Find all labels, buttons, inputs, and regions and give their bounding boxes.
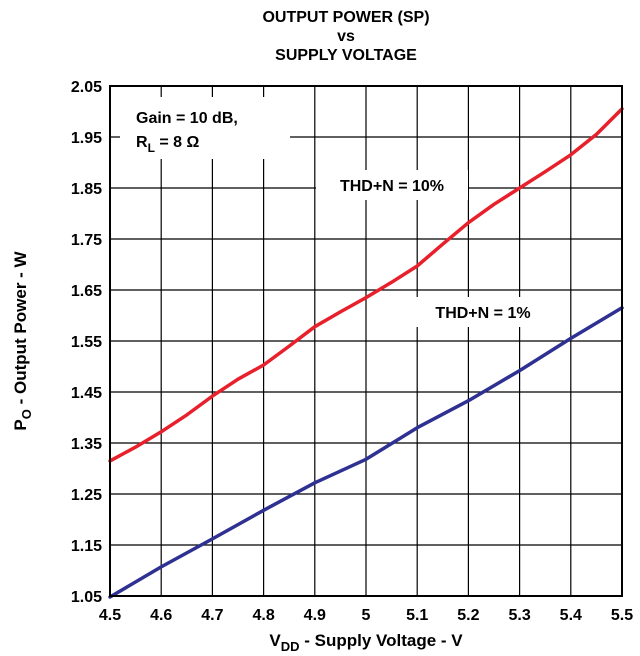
series-label-10pct: THD+N = 10% <box>340 178 444 195</box>
y-tick-label: 1.15 <box>71 538 102 555</box>
y-tick-label: 1.65 <box>71 283 102 300</box>
x-tick-label: 4.7 <box>201 607 223 624</box>
chart-title-line-1: OUTPUT POWER (SP) <box>262 9 429 26</box>
y-axis-label-main: P <box>11 419 30 430</box>
rl-main: R <box>136 134 148 151</box>
x-axis-label-main: V <box>269 631 281 650</box>
x-tick-label: 5.5 <box>611 607 633 624</box>
series-label-1pct: THD+N = 1% <box>435 305 530 322</box>
rl-rest: = 8 Ω <box>155 134 200 151</box>
x-tick-labels: 4.5 4.6 4.7 4.8 4.9 5 5.1 5.2 5.3 5.4 5.5 <box>99 607 633 624</box>
chart-title-line-2: vs <box>337 28 355 45</box>
series-label-box-1pct <box>410 297 556 327</box>
x-tick-label: 5.1 <box>406 607 428 624</box>
x-axis-label-sub: DD <box>281 639 300 654</box>
plot-frame <box>109 85 623 597</box>
rl-sub: L <box>148 141 155 155</box>
x-tick-label: 4.9 <box>304 607 326 624</box>
series-label-box-10pct <box>316 170 468 200</box>
series-line-thdn-10pct <box>108 107 624 463</box>
x-tick-label: 4.8 <box>252 607 274 624</box>
x-tick-label: 4.5 <box>99 607 121 624</box>
gain-annotation-box <box>120 97 290 159</box>
y-tick-label: 1.95 <box>71 130 102 147</box>
y-axis-label: PO - Output Power - W <box>11 250 34 430</box>
x-axis-label: VDD - Supply Voltage - V <box>269 631 463 654</box>
x-tick-label: 5.3 <box>508 607 530 624</box>
x-tick-label: 5 <box>362 607 371 624</box>
chart-title-line-3: SUPPLY VOLTAGE <box>275 47 417 64</box>
y-tick-label: 1.55 <box>71 334 102 351</box>
y-tick-labels: 2.05 1.95 1.85 1.75 1.65 1.55 1.45 1.35 1.25 1.15… <box>71 79 102 606</box>
rl-annotation: RL = 8 Ω <box>136 134 199 155</box>
y-tick-label: 1.75 <box>71 232 102 249</box>
gain-annotation: Gain = 10 dB, <box>136 110 238 127</box>
series-line-thdn-1pct <box>108 306 624 599</box>
y-tick-label: 2.05 <box>71 79 102 96</box>
y-tick-label: 1.85 <box>71 181 102 198</box>
y-tick-label: 1.45 <box>71 385 102 402</box>
x-tick-label: 4.6 <box>150 607 172 624</box>
x-axis-label-rest: - Supply Voltage - V <box>300 631 464 650</box>
series-lines <box>108 107 624 599</box>
grid-lines <box>110 86 622 596</box>
y-tick-label: 1.25 <box>71 487 102 504</box>
y-axis-label-sub: O <box>19 409 34 419</box>
y-tick-label: 1.35 <box>71 436 102 453</box>
y-axis-label-rest: - Output Power - W <box>11 250 30 409</box>
y-tick-label: 1.05 <box>71 589 102 606</box>
x-tick-label: 5.2 <box>457 607 479 624</box>
x-tick-label: 5.4 <box>560 607 582 624</box>
